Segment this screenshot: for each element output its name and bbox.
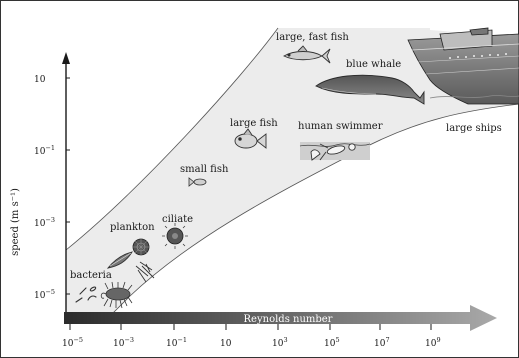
x-tick-label: 107 bbox=[374, 336, 390, 349]
plankton-icon bbox=[106, 251, 155, 283]
large-ship-icon bbox=[407, 27, 519, 105]
y-tick-label: 10−3 bbox=[34, 216, 55, 229]
x-tick-label: 105 bbox=[324, 336, 340, 349]
ciliate-label: ciliate bbox=[162, 214, 193, 225]
x-axis-arrow bbox=[64, 305, 497, 331]
x-axis-label: Reynolds number bbox=[244, 314, 333, 325]
x-tick-label: 10 bbox=[220, 339, 232, 349]
y-axis-label: speed (m s⁻¹) bbox=[10, 188, 21, 256]
human-swimmer-icon bbox=[299, 142, 371, 161]
large-fast-fish-label: large, fast fish bbox=[276, 32, 349, 43]
x-tick-label: 10−3 bbox=[113, 336, 134, 349]
y-tick-label: 10−5 bbox=[34, 288, 55, 301]
radiolarian-icon bbox=[132, 238, 150, 256]
ciliate-icon bbox=[162, 223, 188, 249]
plankton-label: plankton bbox=[110, 222, 155, 233]
large-ships-label: large ships bbox=[446, 123, 502, 134]
small-fish-icon bbox=[188, 177, 207, 187]
large-fast-fish-icon bbox=[283, 45, 331, 64]
y-tick-label: 10−1 bbox=[34, 144, 55, 157]
bacteria-label: bacteria bbox=[70, 270, 112, 281]
small-fish-label: small fish bbox=[180, 164, 229, 175]
large-fish-label: large fish bbox=[230, 118, 278, 129]
y-tick-label: 10 bbox=[34, 75, 46, 85]
organism-band bbox=[66, 28, 519, 318]
x-tick-label: 10−1 bbox=[166, 336, 187, 349]
blue-whale-label: blue whale bbox=[346, 59, 401, 70]
blue-whale-icon bbox=[315, 74, 425, 105]
bacteria-icon bbox=[75, 286, 97, 303]
x-tick-label: 103 bbox=[272, 336, 288, 349]
y-axis-arrowhead bbox=[62, 52, 70, 64]
large-fish-icon bbox=[234, 128, 267, 149]
x-tick-label: 109 bbox=[425, 336, 441, 349]
human-swimmer-label: human swimmer bbox=[298, 121, 383, 132]
x-tick-label: 10−5 bbox=[62, 336, 83, 349]
flagellated-bacterium-icon bbox=[100, 281, 133, 309]
band-upper-boundary bbox=[65, 27, 279, 251]
